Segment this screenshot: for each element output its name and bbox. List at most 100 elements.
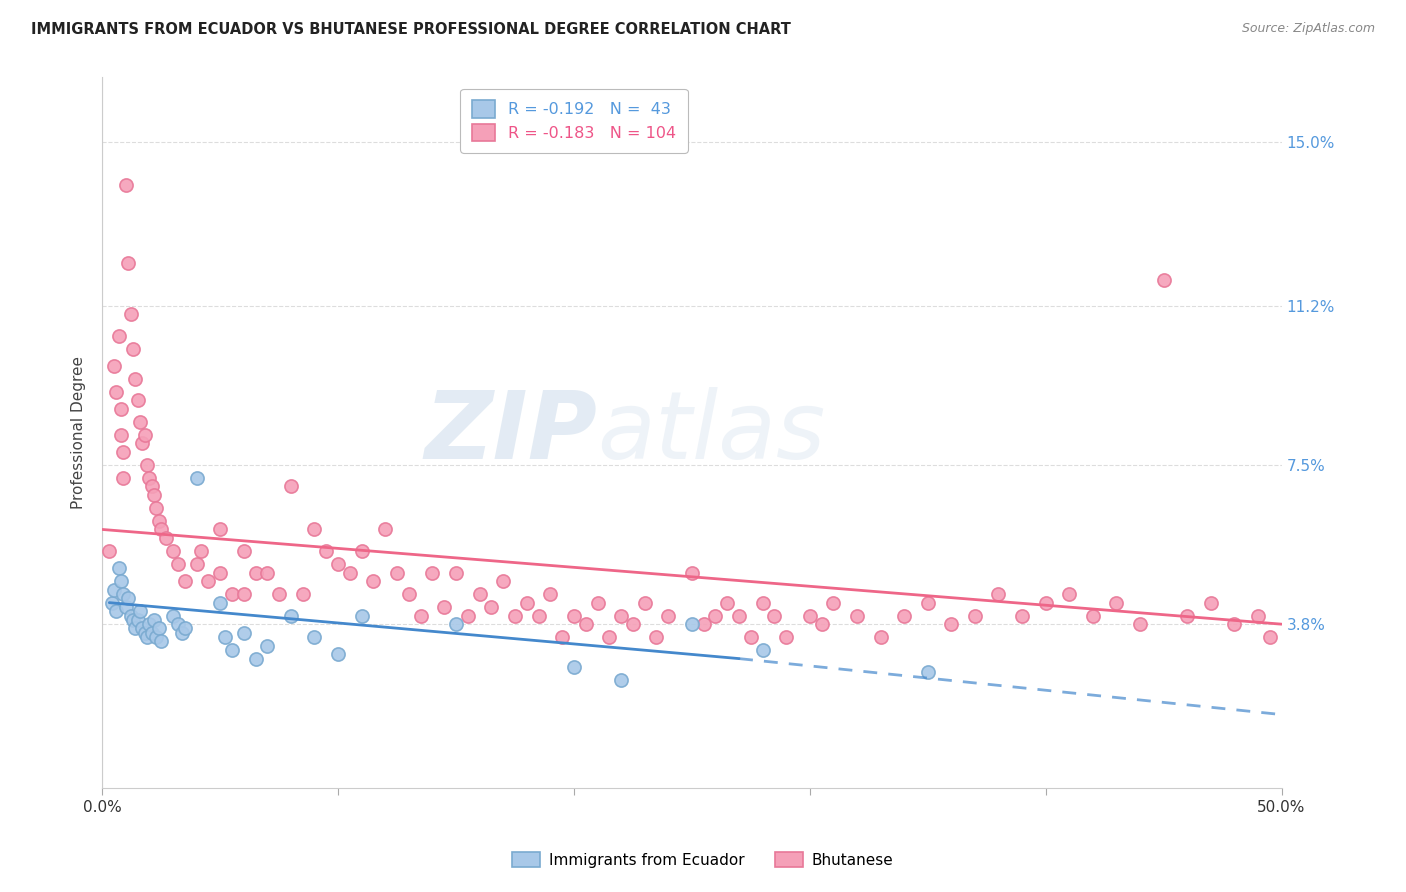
Point [917,596,939,610]
Point [763,608,786,623]
Point [291,587,314,601]
Point [751,596,773,610]
Text: ZIP: ZIP [425,386,598,479]
Point [1011,608,1033,623]
Point [127,613,149,627]
Point [256,566,278,580]
Point [1223,617,1246,632]
Point [869,630,891,644]
Point [114,178,136,192]
Point [634,596,657,610]
Point [503,608,526,623]
Point [728,608,751,623]
Point [256,639,278,653]
Point [120,608,142,623]
Point [917,665,939,679]
Point [107,561,129,575]
Point [810,617,832,632]
Point [704,608,727,623]
Point [799,608,821,623]
Point [740,630,762,644]
Point [479,599,502,614]
Point [350,608,373,623]
Point [468,587,491,601]
Point [221,587,243,601]
Point [124,622,146,636]
Point [444,617,467,632]
Point [350,544,373,558]
Point [232,587,254,601]
Point [893,608,915,623]
Point [209,566,232,580]
Point [232,625,254,640]
Point [166,557,188,571]
Point [326,557,349,571]
Point [166,617,188,632]
Point [131,622,153,636]
Point [221,643,243,657]
Point [232,544,254,558]
Point [134,427,156,442]
Y-axis label: Professional Degree: Professional Degree [72,356,86,509]
Point [136,630,159,644]
Point [621,617,644,632]
Point [117,255,139,269]
Point [716,596,738,610]
Point [148,622,170,636]
Point [150,634,173,648]
Text: atlas: atlas [598,387,825,478]
Point [120,307,142,321]
Point [209,596,232,610]
Point [136,458,159,472]
Point [444,566,467,580]
Point [117,591,139,606]
Point [304,630,326,644]
Point [148,514,170,528]
Point [141,479,163,493]
Point [131,436,153,450]
Point [527,608,550,623]
Point [209,523,232,537]
Point [122,342,145,356]
Point [846,608,869,623]
Point [562,608,585,623]
Point [363,574,385,588]
Legend: Immigrants from Ecuador, Bhutanese: Immigrants from Ecuador, Bhutanese [506,846,900,873]
Point [124,372,146,386]
Point [145,500,167,515]
Point [173,622,195,636]
Point [1199,596,1222,610]
Point [575,617,598,632]
Point [150,523,173,537]
Point [422,566,444,580]
Point [138,617,160,632]
Text: IMMIGRANTS FROM ECUADOR VS BHUTANESE PROFESSIONAL DEGREE CORRELATION CHART: IMMIGRANTS FROM ECUADOR VS BHUTANESE PRO… [31,22,790,37]
Point [112,471,135,485]
Point [280,479,302,493]
Point [143,613,166,627]
Point [398,587,420,601]
Point [516,596,538,610]
Point [963,608,986,623]
Text: Source: ZipAtlas.com: Source: ZipAtlas.com [1241,22,1375,36]
Point [245,566,267,580]
Legend: R = -0.192   N =  43, R = -0.183   N = 104: R = -0.192 N = 43, R = -0.183 N = 104 [460,89,688,153]
Point [173,574,195,588]
Point [172,625,194,640]
Point [751,643,773,657]
Point [433,599,456,614]
Point [186,557,208,571]
Point [110,427,132,442]
Point [1105,596,1128,610]
Point [105,604,128,618]
Point [197,574,219,588]
Point [987,587,1010,601]
Point [775,630,797,644]
Point [374,523,396,537]
Point [141,625,163,640]
Point [110,574,132,588]
Point [562,660,585,674]
Point [538,587,561,601]
Point [129,415,152,429]
Point [127,393,149,408]
